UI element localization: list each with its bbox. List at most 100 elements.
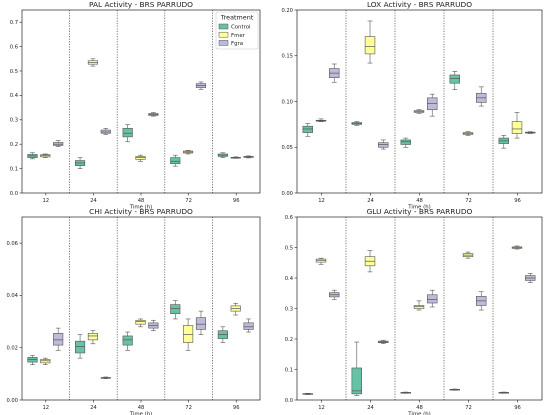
- box-iqr: [87, 333, 98, 341]
- chart-panel-1: PAL Activity - BRS PARRUDO 0.0 0.1 0.2 0.3 0.…: [10, 0, 261, 211]
- box-control-96: [498, 391, 509, 394]
- box-fgra-96: [525, 273, 536, 283]
- box-iqr: [122, 128, 133, 138]
- x-tick-label: 12: [318, 405, 325, 411]
- box-control-96: [217, 326, 228, 343]
- box-control-12: [302, 392, 313, 395]
- box-iqr: [449, 74, 460, 84]
- y-tick-label: 0.2: [285, 337, 293, 343]
- box-fmer-48: [413, 109, 425, 114]
- box-fgra-96: [525, 131, 536, 134]
- box-iqr: [135, 319, 146, 325]
- box-control-72: [170, 300, 181, 320]
- box-control-96: [498, 135, 509, 149]
- x-tick-label: 24: [367, 198, 374, 204]
- box-fgra-12: [53, 327, 64, 351]
- box-control-48: [122, 331, 133, 351]
- box-fmer-48: [135, 154, 146, 162]
- x-tick-label: 12: [42, 405, 49, 411]
- y-tick-label: 0.15: [281, 54, 293, 60]
- chart-title: PAL Activity - BRS PARRUDO: [89, 0, 193, 9]
- box-iqr: [195, 317, 207, 330]
- x-tick-label: 72: [185, 405, 192, 411]
- box-fgra-24: [100, 376, 111, 379]
- x-tick-label: 96: [233, 405, 240, 411]
- x-tick-label: 24: [90, 405, 97, 411]
- x-tick-label: 72: [185, 198, 192, 204]
- x-tick-label: 48: [138, 405, 145, 411]
- x-tick-label: 72: [465, 198, 472, 204]
- legend-swatch: [218, 23, 229, 30]
- y-tick-label: 0.00: [281, 191, 293, 197]
- box-iqr: [302, 125, 313, 133]
- legend-title: Treatment: [220, 14, 254, 22]
- plot-frame: [21, 9, 261, 194]
- box-control-24: [75, 157, 86, 169]
- y-tick-label: 0.05: [281, 145, 293, 151]
- y-tick-label: 0.2: [10, 142, 18, 148]
- plot-frame: [21, 216, 261, 401]
- box-fgra-72: [195, 310, 207, 335]
- box-fmer-24: [87, 330, 98, 345]
- chart-title: CHI Activity - BRS PARRUDO: [89, 207, 193, 216]
- plot-frame: [296, 9, 543, 194]
- x-tick-label: 24: [90, 198, 97, 204]
- x-axis-label: Time (h): [407, 205, 431, 211]
- box-fmer-72: [462, 251, 474, 259]
- box-fgra-24: [378, 139, 389, 150]
- box-control-96: [217, 152, 228, 158]
- chart-panel-2: LOX Activity - BRS PARRUDO 0.00 0.05 0.10 0.…: [281, 0, 543, 211]
- box-fgra-12: [329, 63, 340, 83]
- y-tick-label: 0.06: [6, 241, 18, 247]
- legend-swatch: [218, 40, 229, 46]
- box-iqr: [170, 157, 181, 165]
- y-tick-label: 0.1: [285, 367, 293, 373]
- y-tick-label: 0.00: [6, 398, 18, 404]
- box-control-48: [400, 137, 411, 148]
- box-control-72: [170, 154, 181, 167]
- x-tick-label: 24: [367, 405, 374, 411]
- box-fmer-12: [40, 153, 51, 158]
- box-fmer-72: [462, 131, 474, 136]
- legend-entry: Fmer: [231, 33, 246, 39]
- box-fgra-96: [243, 155, 254, 159]
- box-iqr: [53, 333, 64, 346]
- box-control-48: [400, 391, 411, 394]
- box-fmer-96: [511, 245, 523, 250]
- x-tick-label: 12: [42, 198, 49, 204]
- legend-swatch: [218, 31, 229, 38]
- box-iqr: [243, 322, 254, 330]
- chart-panel-4: GLU Activity - BRS PARRUDO 0.0 0.1 0.2 0.3 0.…: [285, 207, 543, 415]
- box-fmer-24: [87, 58, 98, 67]
- box-iqr: [378, 142, 389, 148]
- box-iqr: [100, 129, 111, 134]
- box-iqr: [427, 294, 438, 304]
- y-tick-label: 0.7: [10, 20, 18, 26]
- box-control-48: [122, 124, 133, 143]
- box-fgra-24: [378, 339, 389, 344]
- box-fmer-12: [315, 118, 327, 122]
- box-iqr: [122, 335, 133, 346]
- y-tick-label: 0.4: [10, 93, 19, 99]
- x-axis-label: Time (h): [129, 412, 153, 415]
- x-tick-label: 96: [514, 405, 521, 411]
- y-tick-label: 0.3: [10, 118, 18, 124]
- x-tick-label: 96: [514, 198, 521, 204]
- box-fgra-24: [100, 128, 111, 135]
- box-iqr: [40, 359, 51, 364]
- box-control-24: [351, 121, 362, 126]
- y-tick-label: 0.4: [285, 276, 294, 282]
- box-fgra-12: [329, 289, 340, 300]
- y-tick-label: 0.6: [10, 44, 18, 50]
- box-iqr: [427, 97, 438, 111]
- y-tick-label: 0.6: [285, 215, 293, 221]
- y-tick-label: 0.0: [285, 398, 293, 404]
- y-tick-label: 0.1: [10, 166, 18, 172]
- y-tick-label: 0.02: [6, 346, 18, 352]
- y-tick-label: 0.0: [10, 191, 18, 197]
- y-tick-label: 0.5: [10, 69, 18, 75]
- box-control-24: [351, 341, 362, 396]
- x-tick-label: 48: [416, 198, 423, 204]
- box-fgra-96: [243, 318, 254, 333]
- box-iqr: [364, 36, 376, 55]
